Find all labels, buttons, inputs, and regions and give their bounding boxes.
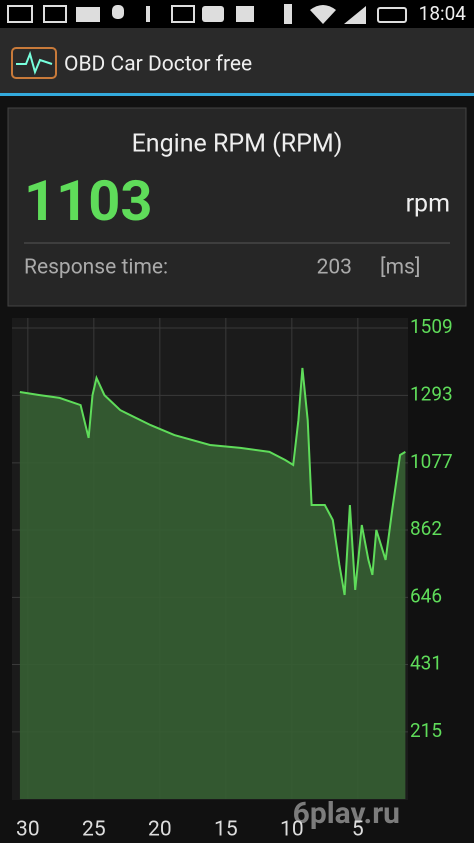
status-time: 18:04: [419, 2, 467, 25]
x-tick-label: 30: [16, 818, 40, 842]
y-tick-label: 646: [410, 584, 442, 607]
x-tick-label: 10: [280, 818, 304, 842]
response-value: 203: [317, 256, 352, 280]
app-title[interactable]: OBD Car Doctor free: [64, 53, 252, 77]
y-tick-label: 1509: [410, 315, 453, 338]
y-tick-label: 1077: [410, 450, 453, 473]
rpm-unit: rpm: [406, 190, 450, 219]
y-tick-label: 215: [410, 719, 442, 742]
panel: [7, 107, 467, 307]
app-bar-divider: [0, 93, 474, 96]
app-icon: [11, 47, 57, 79]
line: [19, 367, 406, 596]
status-icons: [7, 4, 407, 24]
area-fill: [19, 368, 406, 799]
app-bar: [0, 28, 474, 94]
y-tick-label: 862: [410, 517, 442, 540]
x-tick-label: 25: [82, 818, 106, 842]
app-icon-pulse: [16, 50, 53, 76]
watermark: 6plav.ru: [293, 796, 400, 831]
panel-title: Engine RPM (RPM): [132, 130, 343, 159]
y-tick-label: 431: [410, 651, 442, 674]
response-label: Response time:: [24, 256, 168, 280]
response-unit: [ms]: [380, 256, 420, 280]
x-tick-label: 5: [352, 818, 364, 842]
x-tick-label: 15: [214, 818, 238, 842]
y-tick-label: 1293: [410, 382, 453, 405]
rpm-value: 1103: [24, 168, 153, 234]
x-tick-label: 20: [148, 818, 172, 842]
